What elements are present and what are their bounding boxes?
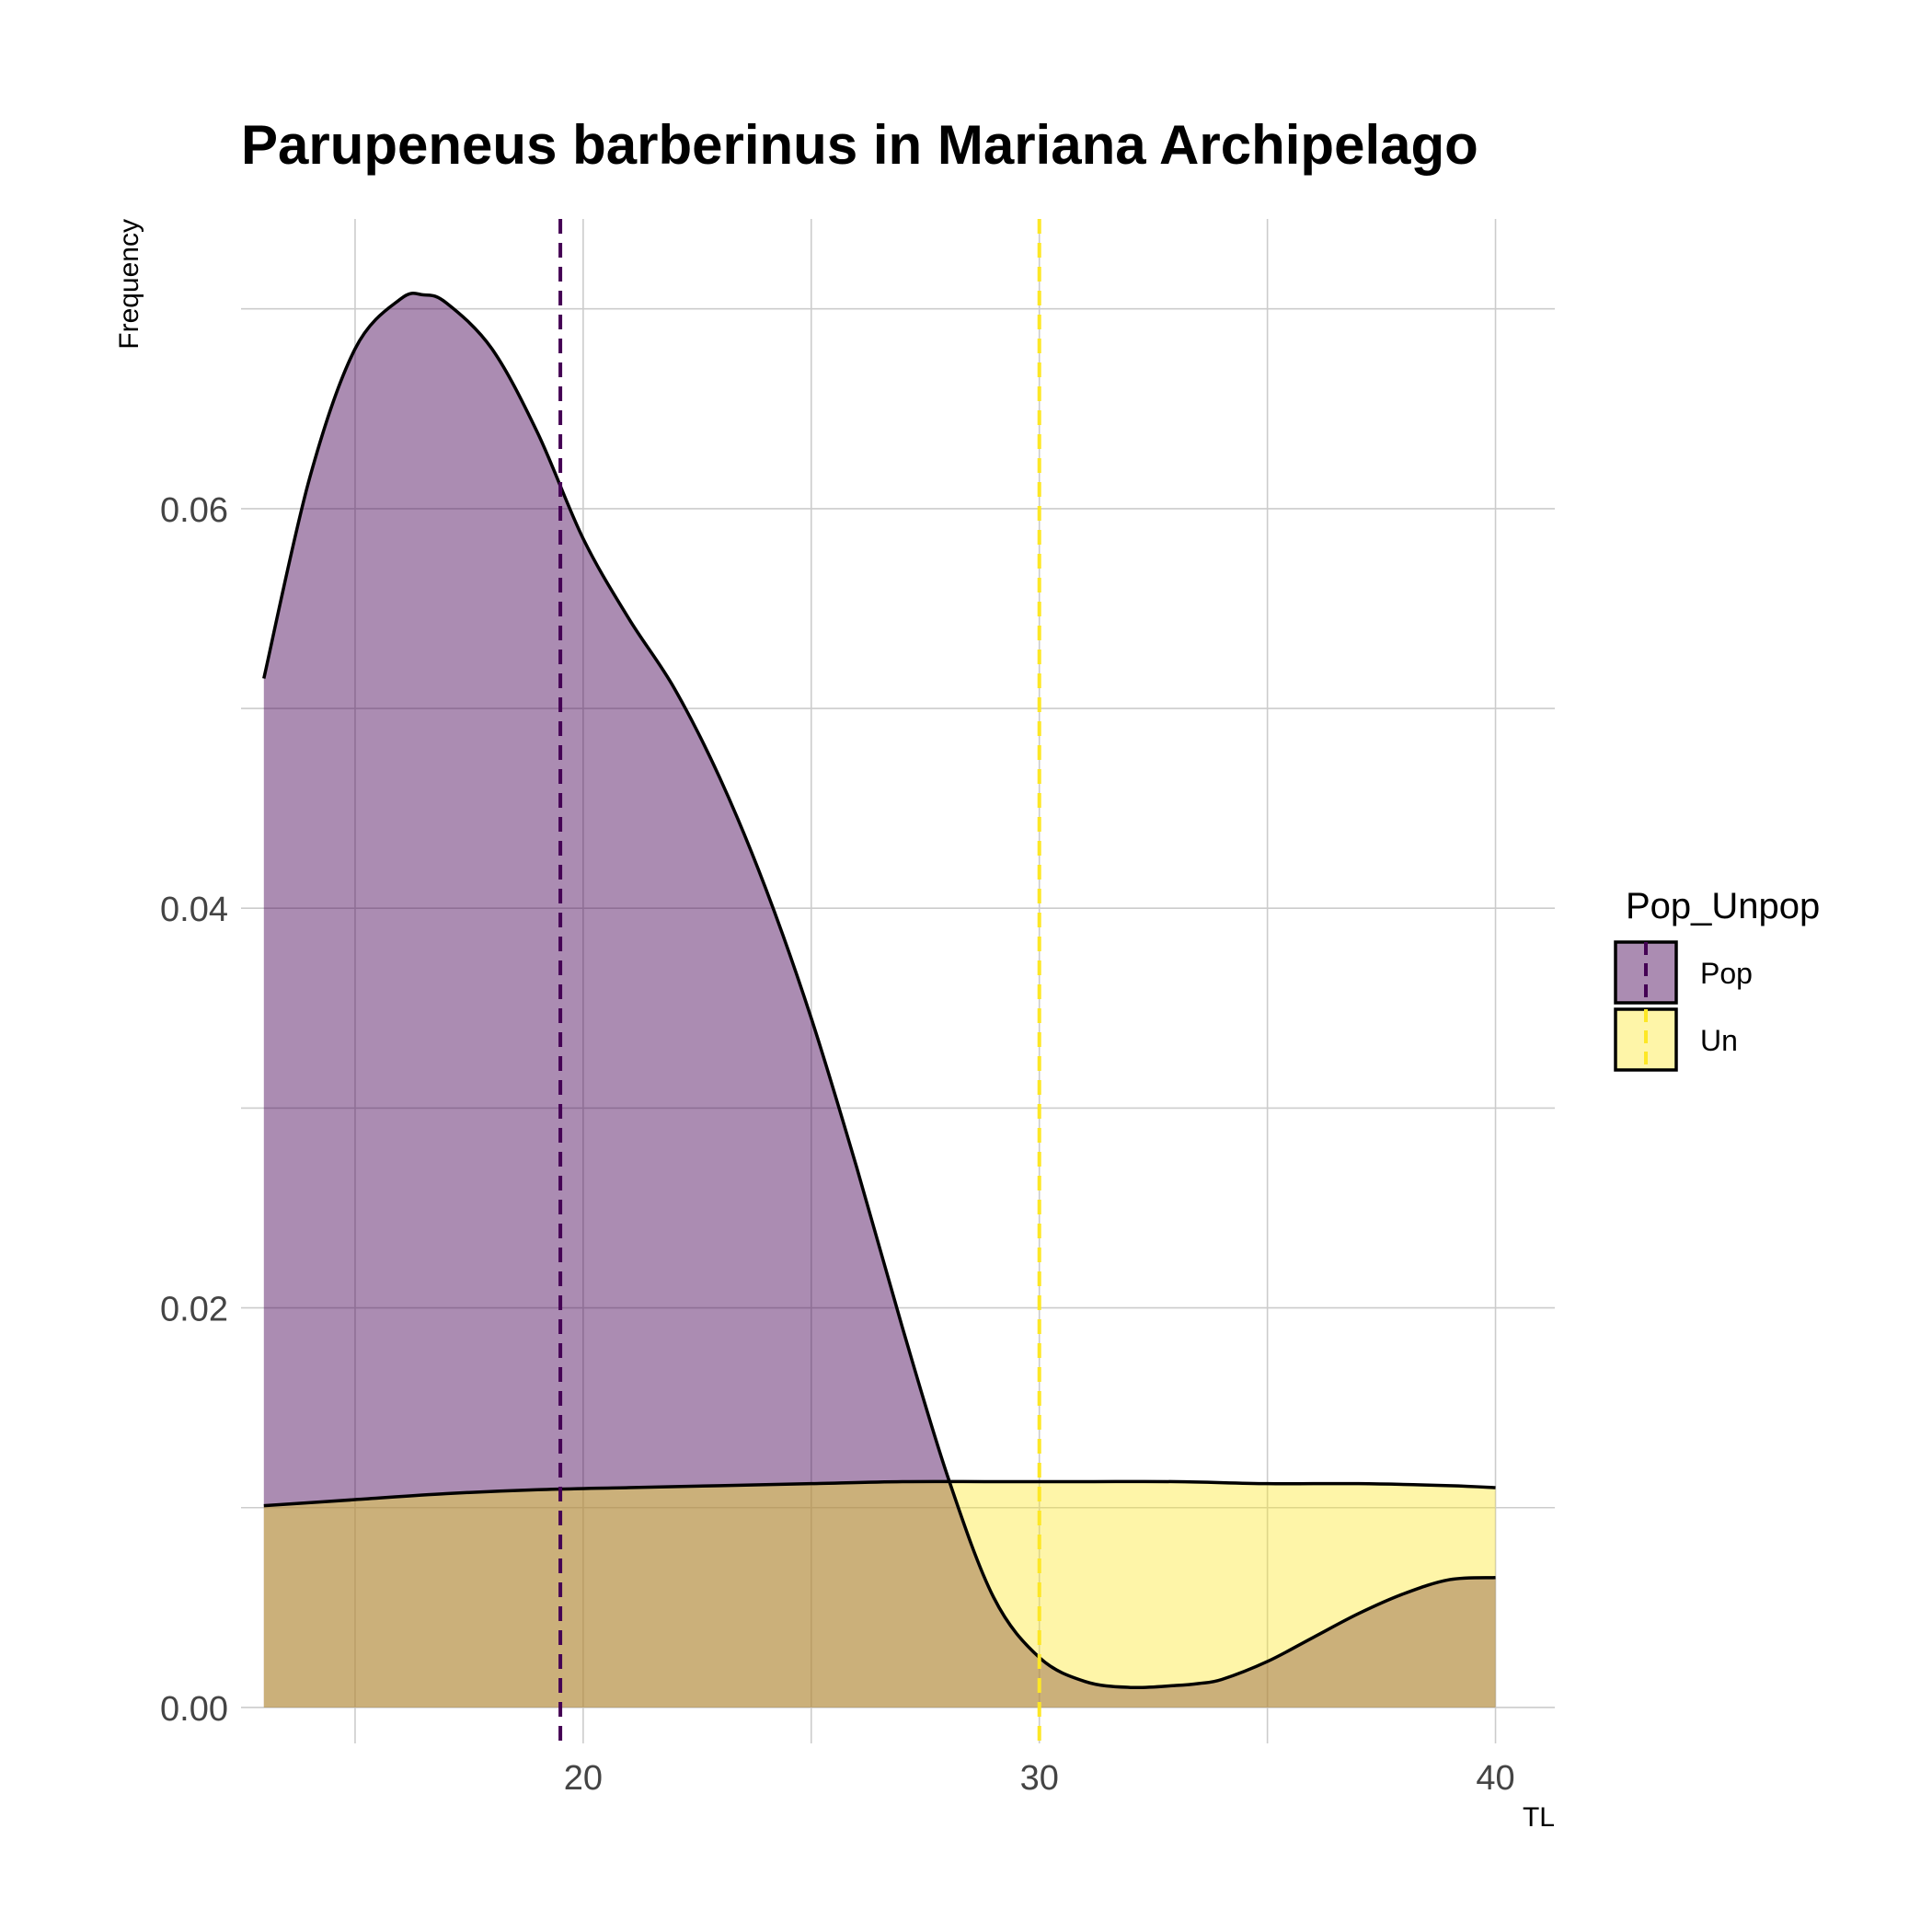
- density-line-pop: [262, 292, 1496, 1690]
- y-tick-label: 0.02: [160, 1291, 228, 1329]
- legend-item-un: Un: [1614, 1007, 1738, 1072]
- density-area-un: [263, 1481, 1496, 1708]
- legend-label: Pop: [1700, 957, 1753, 990]
- density-area-pop: [263, 293, 1496, 1708]
- legend-title: Pop_Unpop: [1626, 886, 1820, 926]
- x-tick-label: 30: [1020, 1759, 1059, 1798]
- x-tick-label: 40: [1476, 1759, 1514, 1798]
- density-series: [262, 292, 1496, 1708]
- axis-ticks: 20 30 40 0.00 0.02 0.04 0.06: [160, 491, 1515, 1798]
- x-tick-label: 20: [564, 1759, 603, 1798]
- legend-item-pop: Pop: [1614, 940, 1753, 1005]
- chart-title: Parupeneus barberinus in Mariana Archipe…: [241, 114, 1478, 176]
- y-tick-label: 0.06: [160, 491, 228, 530]
- legend: Pop_Unpop Pop Un: [1614, 886, 1820, 1072]
- y-tick-label: 0.00: [160, 1690, 228, 1729]
- y-tick-label: 0.04: [160, 891, 228, 929]
- mean-lines: [558, 219, 1041, 1743]
- x-axis-title: TL: [1523, 1802, 1555, 1833]
- grid: [241, 219, 1555, 1743]
- y-axis-title: Frequency: [114, 219, 144, 350]
- density-line-un: [263, 1479, 1496, 1508]
- legend-items: Pop Un: [1614, 940, 1753, 1072]
- legend-label: Un: [1700, 1024, 1738, 1057]
